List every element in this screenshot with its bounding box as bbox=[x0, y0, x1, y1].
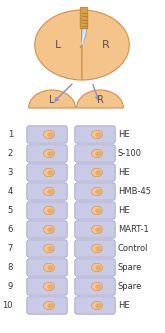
Text: HE: HE bbox=[118, 168, 130, 177]
Wedge shape bbox=[29, 90, 75, 108]
Ellipse shape bbox=[44, 225, 54, 234]
FancyBboxPatch shape bbox=[75, 164, 115, 181]
Ellipse shape bbox=[44, 282, 54, 291]
Ellipse shape bbox=[48, 132, 53, 138]
Text: 3: 3 bbox=[8, 168, 13, 177]
Ellipse shape bbox=[96, 208, 101, 214]
Text: 10: 10 bbox=[2, 301, 13, 310]
Text: 9: 9 bbox=[8, 282, 13, 291]
Ellipse shape bbox=[96, 284, 101, 290]
FancyBboxPatch shape bbox=[27, 278, 67, 295]
Text: L: L bbox=[55, 40, 61, 50]
Text: Spare: Spare bbox=[118, 263, 142, 272]
Ellipse shape bbox=[48, 303, 53, 309]
Text: R: R bbox=[102, 40, 110, 50]
Ellipse shape bbox=[48, 284, 53, 290]
Ellipse shape bbox=[96, 132, 101, 138]
Text: MART-1: MART-1 bbox=[118, 225, 149, 234]
Text: HE: HE bbox=[118, 206, 130, 215]
Ellipse shape bbox=[44, 263, 54, 272]
Polygon shape bbox=[80, 28, 86, 48]
Ellipse shape bbox=[48, 208, 53, 214]
FancyBboxPatch shape bbox=[27, 145, 67, 162]
Ellipse shape bbox=[44, 149, 54, 158]
Ellipse shape bbox=[96, 227, 101, 233]
Ellipse shape bbox=[96, 170, 101, 176]
Text: 1: 1 bbox=[8, 130, 13, 139]
Ellipse shape bbox=[92, 282, 102, 291]
Ellipse shape bbox=[96, 303, 101, 309]
Ellipse shape bbox=[92, 263, 102, 272]
Ellipse shape bbox=[92, 168, 102, 177]
Ellipse shape bbox=[44, 130, 54, 139]
Ellipse shape bbox=[96, 151, 101, 157]
Ellipse shape bbox=[48, 227, 53, 233]
Text: HE: HE bbox=[118, 130, 130, 139]
Ellipse shape bbox=[48, 189, 53, 195]
Ellipse shape bbox=[92, 130, 102, 139]
Text: Control: Control bbox=[118, 244, 148, 253]
Text: R: R bbox=[97, 95, 103, 105]
Text: HE: HE bbox=[118, 301, 130, 310]
Ellipse shape bbox=[44, 168, 54, 177]
Text: 6: 6 bbox=[8, 225, 13, 234]
Ellipse shape bbox=[92, 225, 102, 234]
Ellipse shape bbox=[92, 244, 102, 253]
Ellipse shape bbox=[96, 265, 101, 271]
Text: 4: 4 bbox=[8, 187, 13, 196]
FancyBboxPatch shape bbox=[75, 278, 115, 295]
Wedge shape bbox=[77, 90, 123, 108]
Text: Spare: Spare bbox=[118, 282, 142, 291]
FancyBboxPatch shape bbox=[75, 126, 115, 143]
FancyBboxPatch shape bbox=[75, 297, 115, 314]
Text: L: L bbox=[49, 95, 55, 105]
Ellipse shape bbox=[44, 187, 54, 196]
Ellipse shape bbox=[48, 151, 53, 157]
Ellipse shape bbox=[44, 301, 54, 310]
Ellipse shape bbox=[96, 189, 101, 195]
FancyBboxPatch shape bbox=[80, 7, 88, 29]
FancyBboxPatch shape bbox=[75, 145, 115, 162]
Text: 8: 8 bbox=[8, 263, 13, 272]
Ellipse shape bbox=[44, 244, 54, 253]
FancyBboxPatch shape bbox=[27, 202, 67, 219]
Text: 5: 5 bbox=[8, 206, 13, 215]
Ellipse shape bbox=[48, 170, 53, 176]
Ellipse shape bbox=[96, 246, 101, 252]
Ellipse shape bbox=[92, 301, 102, 310]
Text: 7: 7 bbox=[8, 244, 13, 253]
FancyBboxPatch shape bbox=[75, 259, 115, 276]
Ellipse shape bbox=[48, 265, 53, 271]
FancyBboxPatch shape bbox=[27, 240, 67, 257]
FancyBboxPatch shape bbox=[27, 126, 67, 143]
FancyBboxPatch shape bbox=[75, 221, 115, 238]
FancyBboxPatch shape bbox=[27, 297, 67, 314]
FancyBboxPatch shape bbox=[75, 240, 115, 257]
Text: 2: 2 bbox=[8, 149, 13, 158]
Ellipse shape bbox=[92, 187, 102, 196]
Text: HMB-45: HMB-45 bbox=[118, 187, 151, 196]
Wedge shape bbox=[82, 10, 129, 80]
FancyBboxPatch shape bbox=[75, 202, 115, 219]
FancyBboxPatch shape bbox=[27, 259, 67, 276]
Wedge shape bbox=[35, 10, 82, 80]
FancyBboxPatch shape bbox=[27, 164, 67, 181]
Ellipse shape bbox=[92, 206, 102, 215]
Ellipse shape bbox=[92, 149, 102, 158]
Ellipse shape bbox=[48, 246, 53, 252]
FancyBboxPatch shape bbox=[27, 183, 67, 200]
FancyBboxPatch shape bbox=[75, 183, 115, 200]
Ellipse shape bbox=[44, 206, 54, 215]
FancyBboxPatch shape bbox=[27, 221, 67, 238]
Text: S-100: S-100 bbox=[118, 149, 142, 158]
